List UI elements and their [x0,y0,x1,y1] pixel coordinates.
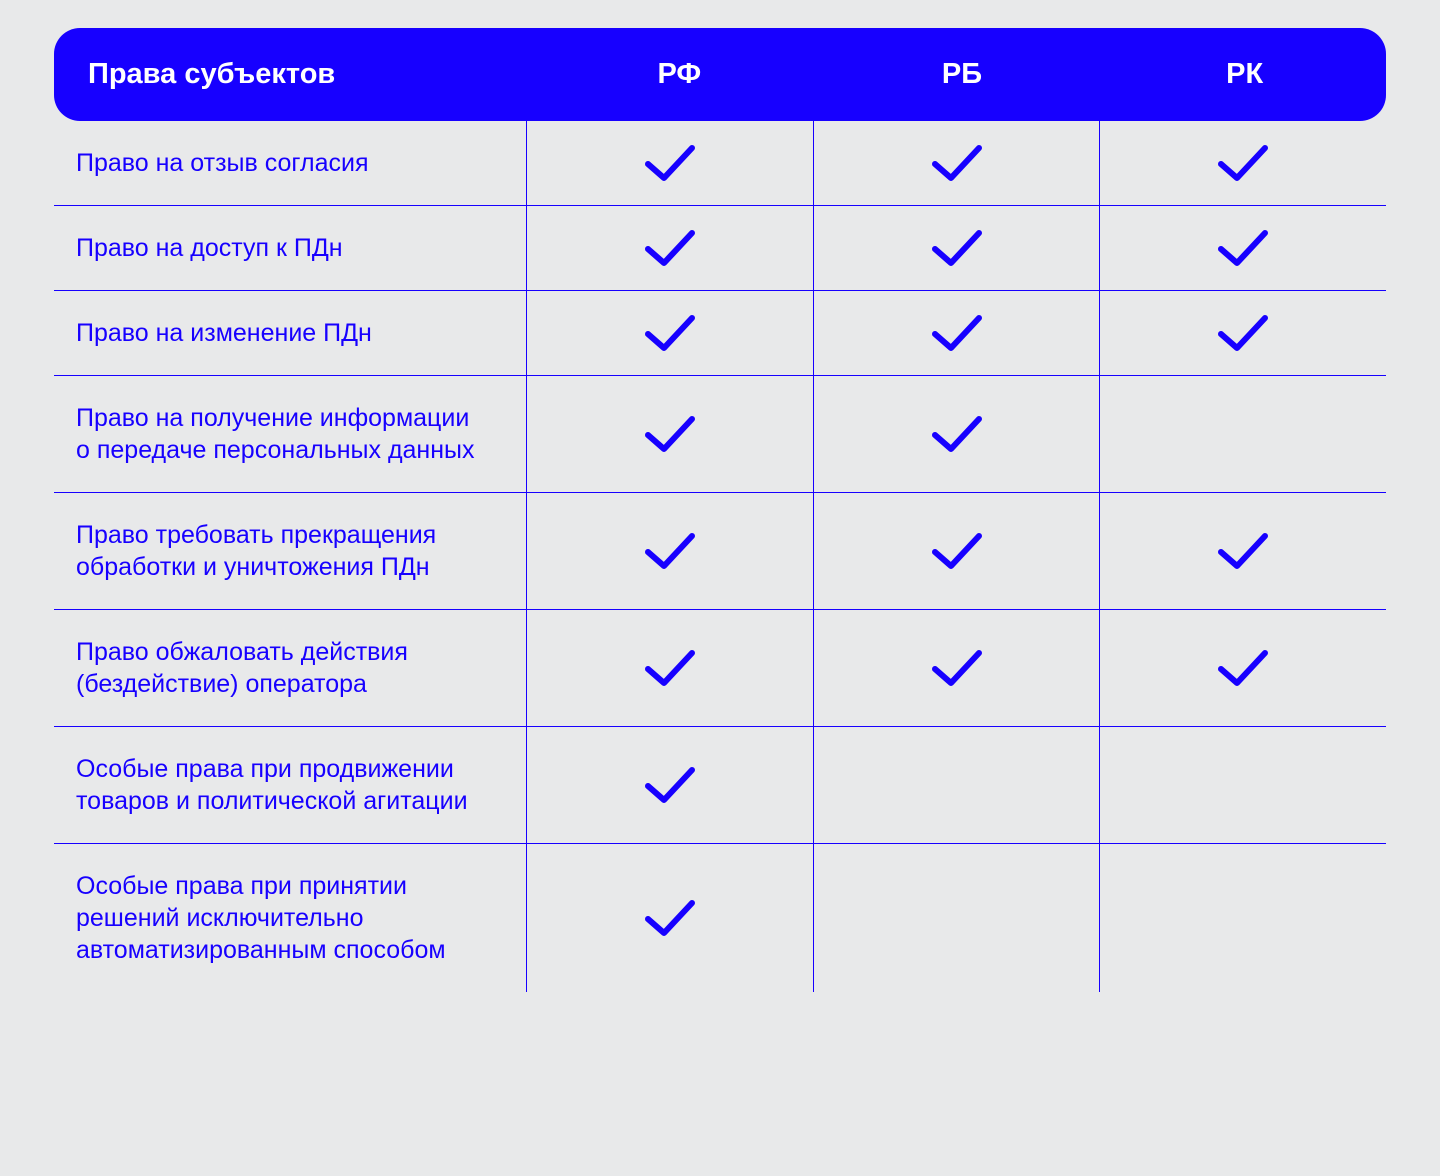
check-icon [1213,310,1273,356]
check-icon [927,140,987,186]
row-value [813,206,1100,291]
table-title: Права субъектов [88,58,538,91]
table-row: Особые права при принятии решений исключ… [54,844,1386,992]
row-label: Особые права при принятии решений исключ… [54,844,526,992]
table-row: Особые права при продвижении товаров и п… [54,727,1386,844]
row-value [813,493,1100,610]
row-label: Особые права при продвижении товаров и п… [54,727,526,844]
check-icon [640,762,700,808]
row-label: Право требовать прекращения обработки и … [54,493,526,610]
check-icon [927,528,987,574]
check-icon [640,310,700,356]
table-row: Право на изменение ПДн [54,291,1386,376]
check-icon [640,411,700,457]
row-label: Право на изменение ПДн [54,291,526,376]
table-header-row: Права субъектов РФ РБ РК [54,28,1386,121]
row-value [526,493,813,610]
row-value [1099,121,1386,206]
row-value [1099,727,1386,844]
row-value [526,610,813,727]
check-icon [1213,140,1273,186]
row-value [1099,206,1386,291]
table-row: Право на отзыв согласия [54,121,1386,206]
table-row: Право требовать прекращения обработки и … [54,493,1386,610]
check-icon [1213,225,1273,271]
row-value [813,727,1100,844]
row-label: Право обжаловать действия (бездействие) … [54,610,526,727]
row-value [526,727,813,844]
row-value [1099,291,1386,376]
rights-comparison-table: Права субъектов РФ РБ РК Право на отзыв … [54,28,1386,992]
check-icon [927,225,987,271]
table-row: Право на доступ к ПДн [54,206,1386,291]
check-icon [640,528,700,574]
check-icon [640,645,700,691]
row-value [526,121,813,206]
check-icon [1213,528,1273,574]
check-icon [927,411,987,457]
row-value [526,376,813,493]
row-value [526,291,813,376]
row-value [526,844,813,992]
row-value [813,610,1100,727]
check-icon [1213,645,1273,691]
row-value [1099,376,1386,493]
check-icon [927,645,987,691]
table-header-col-0: РФ [538,58,821,91]
row-value [813,844,1100,992]
row-value [813,376,1100,493]
check-icon [640,895,700,941]
row-label: Право на доступ к ПДн [54,206,526,291]
table-header-col-2: РК [1103,58,1386,91]
row-value [813,291,1100,376]
check-icon [927,310,987,356]
row-label: Право на отзыв согласия [54,121,526,206]
row-value [526,206,813,291]
table-header-col-1: РБ [821,58,1104,91]
check-icon [640,140,700,186]
table-row: Право обжаловать действия (бездействие) … [54,610,1386,727]
row-value [1099,610,1386,727]
table-body: Право на отзыв согласия Право на доступ … [54,121,1386,992]
row-value [813,121,1100,206]
check-icon [640,225,700,271]
row-value [1099,844,1386,992]
row-value [1099,493,1386,610]
row-label: Право на получение информации о передаче… [54,376,526,493]
table-row: Право на получение информации о передаче… [54,376,1386,493]
